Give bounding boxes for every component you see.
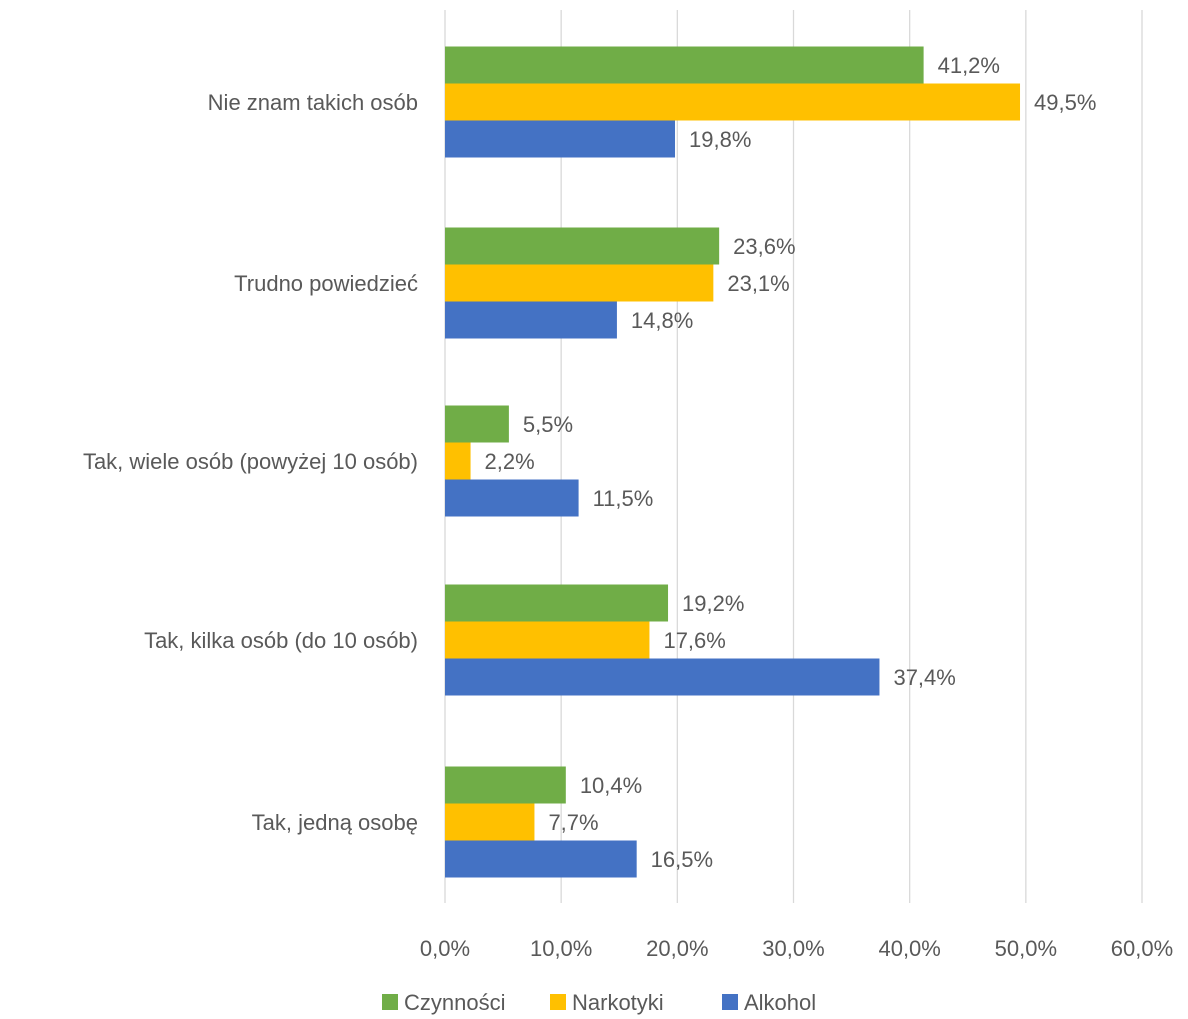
data-label-narkotyki-0: 49,5% <box>1034 90 1096 115</box>
category-label-1: Trudno powiedzieć <box>234 271 418 296</box>
x-tick-label-1: 10,0% <box>530 936 592 961</box>
legend-swatch-czynności <box>382 994 398 1010</box>
data-label-narkotyki-4: 7,7% <box>548 810 598 835</box>
x-tick-label-5: 50,0% <box>995 936 1057 961</box>
data-label-narkotyki-3: 17,6% <box>663 628 725 653</box>
bar-alkohol-4 <box>445 840 637 878</box>
bar-alkohol-3 <box>445 658 880 696</box>
data-label-narkotyki-1: 23,1% <box>727 271 789 296</box>
data-label-alkohol-2: 11,5% <box>593 486 654 511</box>
bar-czynności-2 <box>445 405 509 443</box>
category-labels: Nie znam takich osób Trudno powiedzieć Tak… <box>83 90 418 835</box>
bar-narkotyki-1 <box>445 264 714 302</box>
data-label-alkohol-3: 37,4% <box>893 665 955 690</box>
category-label-3: Tak, kilka osób (do 10 osób) <box>144 628 418 653</box>
legend-label-narkotyki: Narkotyki <box>572 990 664 1015</box>
x-tick-label-6: 60,0% <box>1111 936 1173 961</box>
x-tick-label-3: 30,0% <box>762 936 824 961</box>
data-label-czynności-1: 23,6% <box>733 234 795 259</box>
category-label-4: Tak, jedną osobę <box>252 810 418 835</box>
x-tick-label-0: 0,0% <box>420 936 470 961</box>
bar-czynności-0 <box>445 46 924 84</box>
legend-label-alkohol: Alkohol <box>744 990 816 1015</box>
data-label-czynności-2: 5,5% <box>523 412 573 437</box>
legend-swatch-alkohol <box>722 994 738 1010</box>
bar-czynności-4 <box>445 766 566 804</box>
legend-label-czynności: Czynności <box>404 990 505 1015</box>
data-label-czynności-3: 19,2% <box>682 591 744 616</box>
data-label-alkohol-4: 16,5% <box>651 847 713 872</box>
data-label-czynności-0: 41,2% <box>938 53 1000 78</box>
bar-narkotyki-3 <box>445 621 650 659</box>
x-axis-tick-labels: 0,0% 10,0% 20,0% 30,0% 40,0% 50,0% 60,0% <box>420 936 1173 961</box>
category-label-0: Nie znam takich osób <box>208 90 418 115</box>
category-label-2: Tak, wiele osób (powyżej 10 osób) <box>83 449 418 474</box>
bar-narkotyki-4 <box>445 803 535 841</box>
bar-alkohol-0 <box>445 120 676 158</box>
legend-swatch-narkotyki <box>550 994 566 1010</box>
bar-narkotyki-2 <box>445 442 471 480</box>
legend: Czynności Narkotyki Alkohol <box>382 990 816 1015</box>
bar-narkotyki-0 <box>445 83 1021 121</box>
bar-czynności-1 <box>445 227 720 265</box>
bar-alkohol-2 <box>445 479 579 517</box>
bar-alkohol-1 <box>445 301 617 339</box>
bar-czynności-3 <box>445 584 669 622</box>
data-label-alkohol-1: 14,8% <box>631 308 693 333</box>
data-label-czynności-4: 10,4% <box>580 773 642 798</box>
data-label-alkohol-0: 19,8% <box>689 127 751 152</box>
gridlines <box>444 10 1143 903</box>
bars <box>445 46 1021 878</box>
x-tick-label-2: 20,0% <box>646 936 708 961</box>
x-tick-label-4: 40,0% <box>878 936 940 961</box>
data-label-narkotyki-2: 2,2% <box>485 449 535 474</box>
data-labels: 41,2% 49,5% 19,8% 23,6% 23,1% 14,8% 5,5% 2,2% 11… <box>485 53 1097 872</box>
